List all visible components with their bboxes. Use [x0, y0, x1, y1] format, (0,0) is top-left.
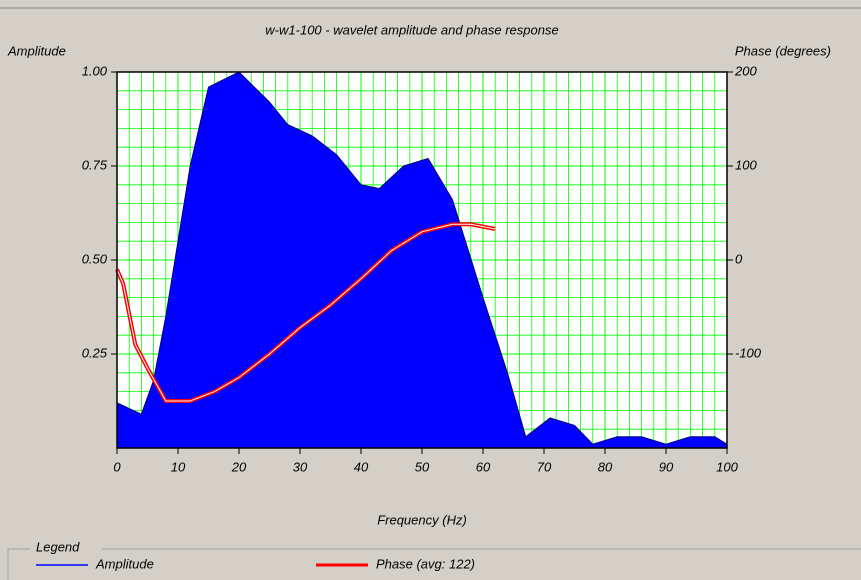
phase-line-highlight: [116, 223, 496, 402]
x-tick-label: 60: [476, 459, 491, 474]
legend-title: Legend: [36, 539, 80, 554]
x-tick-label: 40: [354, 459, 369, 474]
x-tick-label: 10: [171, 459, 186, 474]
legend-label: Phase (avg: 122): [376, 556, 475, 571]
y-tick-label: 1.00: [82, 63, 108, 78]
y-tick-label: 0.50: [82, 251, 108, 266]
x-axis-label: Frequency (Hz): [377, 512, 467, 527]
x-tick-label: 0: [113, 459, 121, 474]
y2-tick-label: 0: [735, 251, 743, 266]
x-tick-label: 70: [537, 459, 552, 474]
y2-tick-label: 100: [735, 157, 757, 172]
x-tick-label: 100: [716, 459, 738, 474]
x-tick-label: 90: [659, 459, 674, 474]
y2-tick-label: 200: [734, 63, 757, 78]
y-axis-label: Amplitude: [7, 43, 66, 58]
y2-tick-label: -100: [735, 345, 762, 360]
y-tick-label: 0.25: [82, 345, 108, 360]
x-tick-label: 20: [231, 459, 247, 474]
x-tick-label: 30: [293, 459, 308, 474]
y2-axis-label: Phase (degrees): [735, 43, 831, 58]
x-tick-label: 50: [415, 459, 430, 474]
chart-title: w-w1-100 - wavelet amplitude and phase r…: [265, 22, 558, 37]
legend-label: Amplitude: [95, 556, 154, 571]
y-tick-label: 0.75: [82, 157, 108, 172]
legend-frame: [7, 548, 861, 580]
x-tick-label: 80: [598, 459, 613, 474]
plot-frame: [116, 71, 728, 449]
